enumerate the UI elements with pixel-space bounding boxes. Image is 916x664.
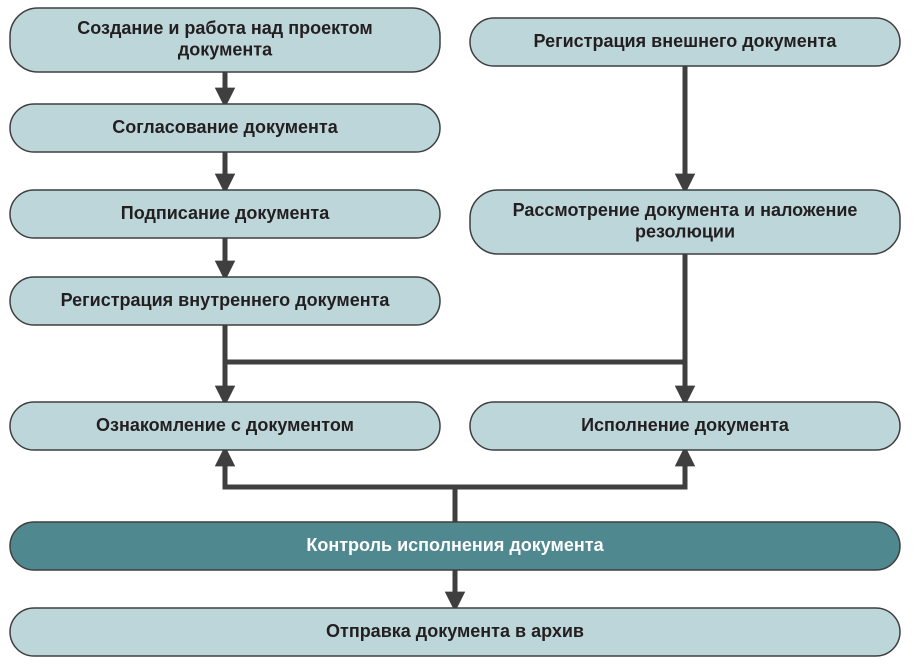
flow-node-label: Создание и работа над проектом (77, 18, 373, 38)
flow-node-label: Согласование документа (112, 117, 338, 137)
flow-node-n4: Подписание документа (10, 190, 440, 238)
flow-node-label: Контроль исполнения документа (306, 535, 604, 555)
flow-node-label: Регистрация внешнего документа (534, 31, 838, 51)
nodes-layer: Создание и работа над проектомдокумента Р… (10, 8, 900, 656)
flow-node-label: Ознакомление с документом (96, 415, 354, 435)
flow-node-n2: Регистрация внешнего документа (470, 18, 900, 66)
flow-node-n1: Создание и работа над проектомдокумента (10, 8, 440, 72)
flow-node-n10: Отправка документа в архив (10, 608, 900, 656)
flow-node-label: Отправка документа в архив (326, 621, 584, 641)
flow-node-n8: Исполнение документа (470, 402, 900, 450)
flow-node-n9: Контроль исполнения документа (10, 522, 900, 570)
flow-node-n7: Ознакомление с документом (10, 402, 440, 450)
flow-node-label: Подписание документа (121, 203, 330, 223)
flow-node-label: Рассмотрение документа и наложение (513, 200, 858, 220)
flow-node-label: Исполнение документа (581, 415, 790, 435)
flow-node-label: Регистрация внутреннего документа (61, 290, 391, 310)
flowchart-canvas: Создание и работа над проектомдокумента Р… (0, 0, 916, 664)
flow-node-label: резолюции (635, 221, 735, 241)
flow-node-label: документа (178, 39, 273, 59)
flow-node-n6: Регистрация внутреннего документа (10, 277, 440, 325)
flow-node-n3: Согласование документа (10, 104, 440, 152)
flow-node-n5: Рассмотрение документа и наложениерезолю… (470, 190, 900, 254)
